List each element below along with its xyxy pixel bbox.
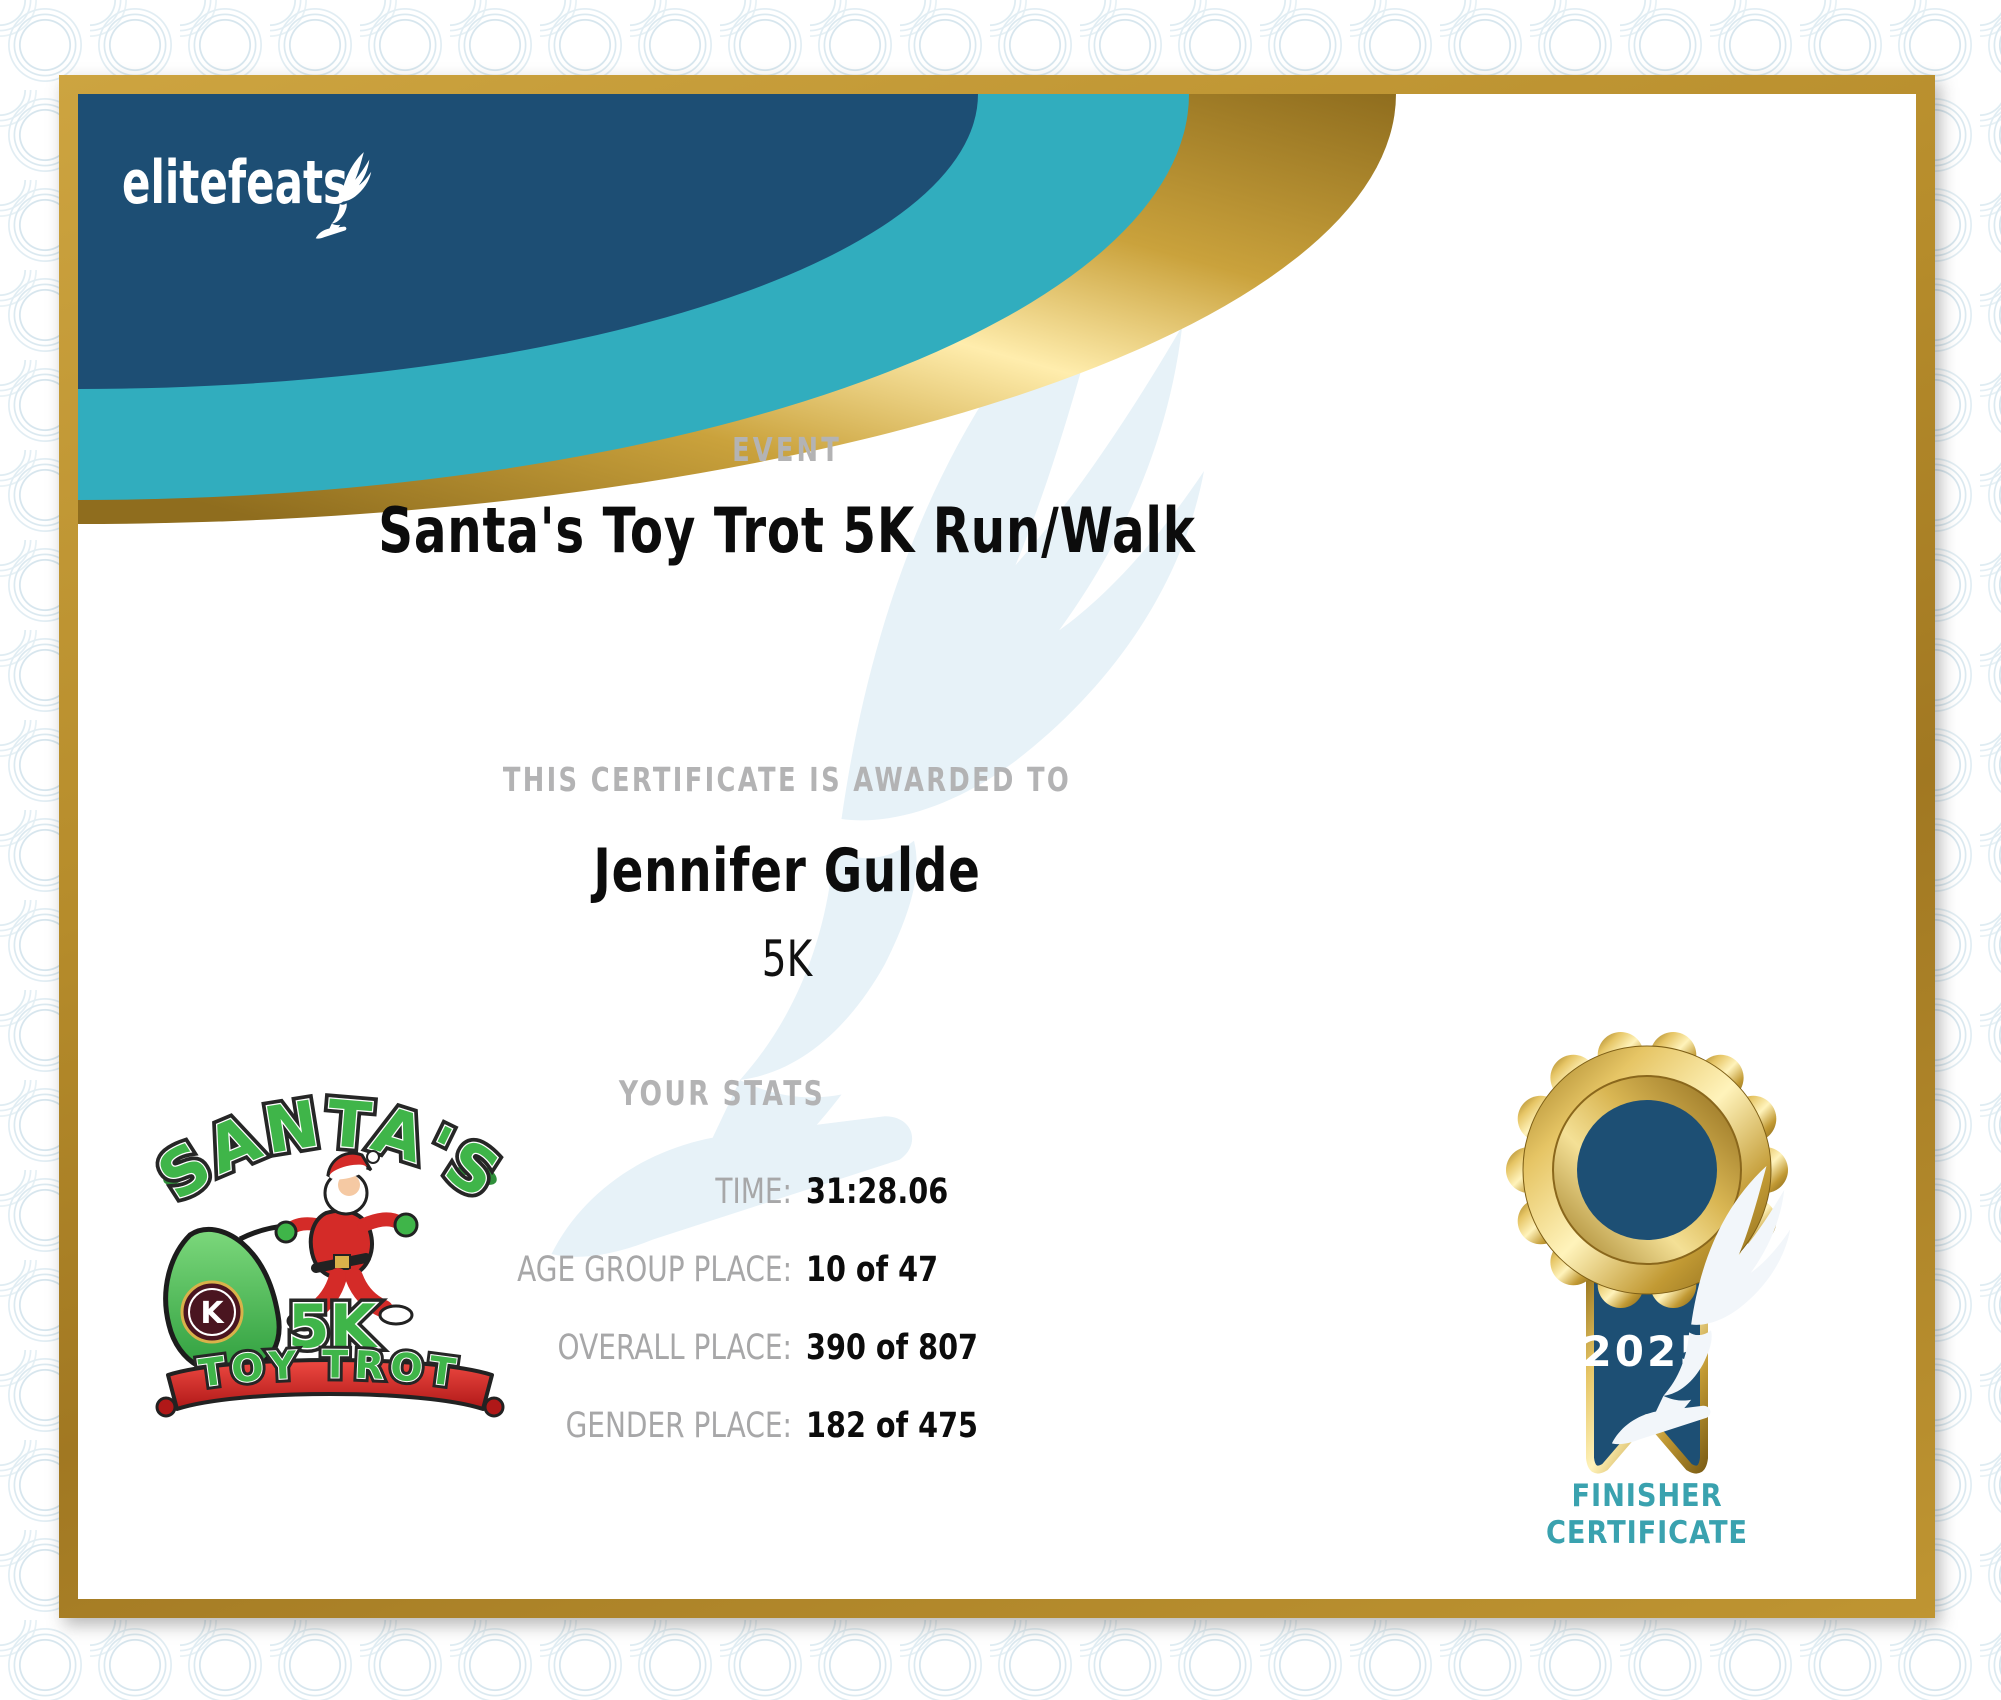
finisher-medal: 2025 bbox=[1506, 1032, 1792, 1474]
stat-label-gender-place: GENDER PLACE: bbox=[565, 1406, 792, 1446]
brand-logo-text: elitefeats bbox=[122, 148, 349, 218]
gold-frame: elitefeats EVENT Santa's Toy Trot 5K Run… bbox=[59, 75, 1935, 1618]
banner-curl-left bbox=[155, 1396, 177, 1418]
finisher-line1: FINISHER bbox=[1571, 1478, 1723, 1514]
stat-value-time: 31:28.06 bbox=[806, 1172, 949, 1212]
navy-swoosh bbox=[78, 94, 978, 389]
stat-value-overall-place: 390 of 807 bbox=[806, 1328, 979, 1368]
brand-logo: elitefeats bbox=[118, 134, 458, 314]
recipient-name: Jennifer Gulde bbox=[593, 836, 981, 906]
event-label: EVENT bbox=[732, 430, 842, 469]
awarded-label: THIS CERTIFICATE IS AWARDED TO bbox=[502, 760, 1072, 799]
holly-right bbox=[457, 1159, 497, 1185]
stats-heading: YOUR STATS bbox=[618, 1074, 826, 1114]
finisher-line2: CERTIFICATE bbox=[1546, 1515, 1748, 1551]
kiwanis-badge bbox=[180, 1280, 244, 1344]
kiwanis-badge-letter: K bbox=[200, 1296, 225, 1331]
stat-value-age-group-place: 10 of 47 bbox=[806, 1250, 939, 1290]
race-distance: 5K bbox=[761, 930, 813, 988]
winged-foot-icon bbox=[312, 136, 386, 252]
logo-distance: 5K bbox=[288, 1292, 379, 1362]
logo-distance-outline: 5K bbox=[288, 1292, 379, 1362]
stats-table: TIME: 31:28.06 AGE GROUP PLACE: 10 of 47… bbox=[440, 1170, 1098, 1448]
certificate-inner-panel: elitefeats EVENT Santa's Toy Trot 5K Run… bbox=[78, 94, 1916, 1599]
holly-left bbox=[163, 1159, 203, 1185]
banner-ribbon bbox=[166, 1358, 494, 1411]
event-logo-santas-toy-trot: SANTA'S SANTA'S K bbox=[150, 1082, 510, 1418]
kiwanis-badge-ring bbox=[188, 1288, 236, 1336]
banner-curl-right bbox=[483, 1396, 505, 1418]
medal-center bbox=[1577, 1100, 1717, 1240]
running-santa bbox=[274, 1150, 419, 1332]
finisher-caption: FINISHER CERTIFICATE bbox=[1515, 1478, 1779, 1552]
stat-label-time: TIME: bbox=[715, 1172, 792, 1212]
stat-label-overall-place: OVERALL PLACE: bbox=[557, 1328, 792, 1368]
event-name: Santa's Toy Trot 5K Run/Walk bbox=[378, 494, 1196, 567]
stat-label-age-group-place: AGE GROUP PLACE: bbox=[517, 1250, 792, 1290]
stat-value-gender-place: 182 of 475 bbox=[806, 1406, 979, 1446]
